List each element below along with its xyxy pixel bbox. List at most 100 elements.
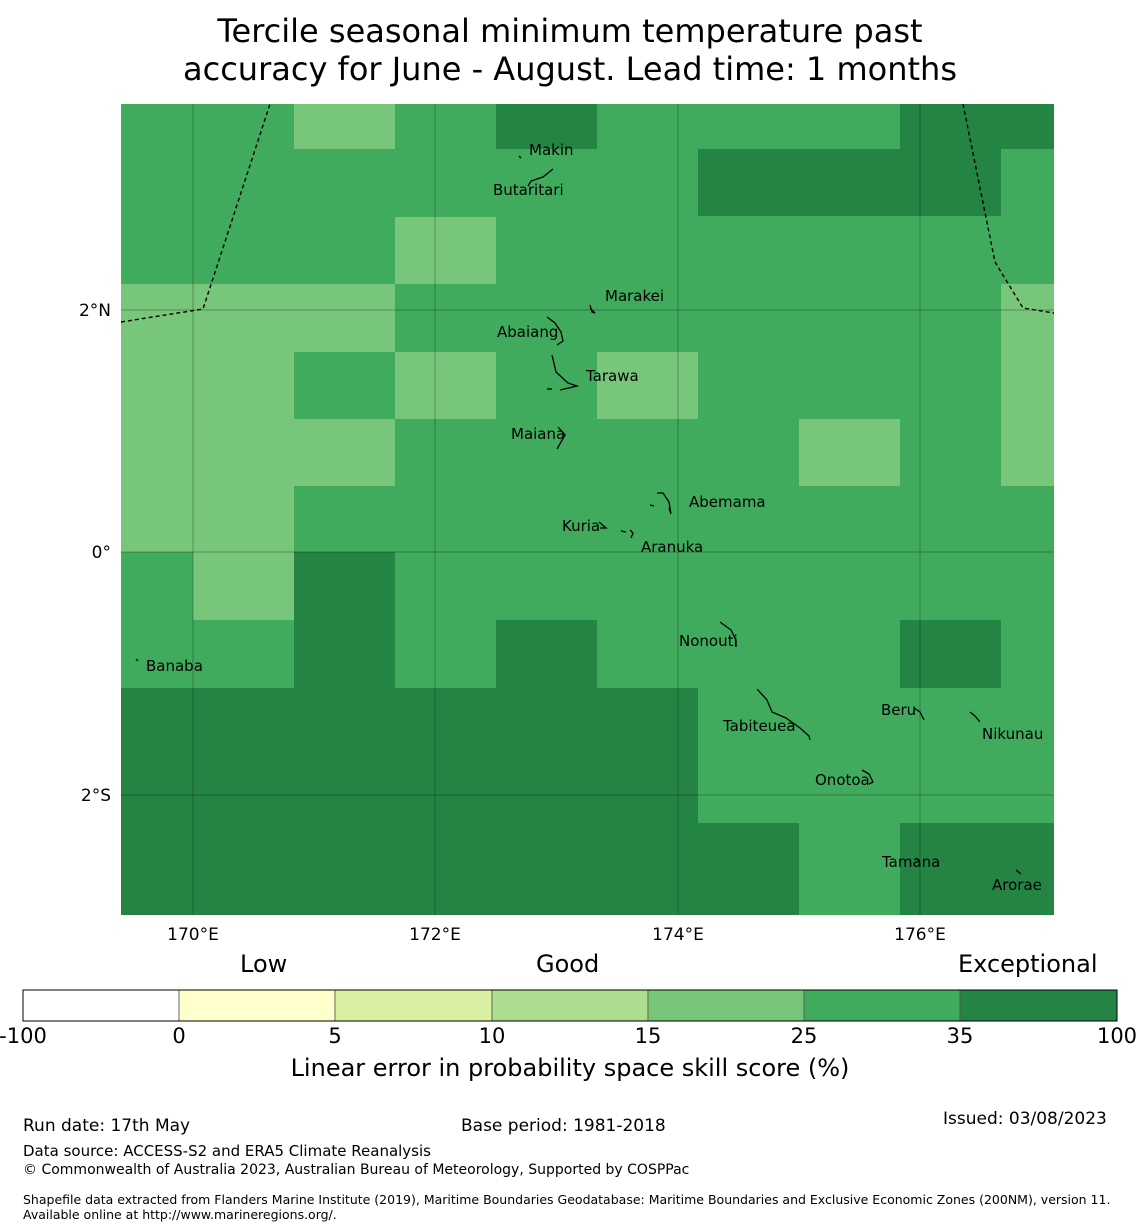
colorbar-segment bbox=[334, 989, 493, 1022]
island-label-onotoa: Onotoa bbox=[815, 771, 870, 789]
island-label-beru: Beru bbox=[881, 701, 916, 719]
island-label-maiana: Maiana bbox=[511, 425, 565, 443]
island-shape-banaba bbox=[135, 658, 139, 662]
colorbar-segment bbox=[491, 989, 649, 1022]
island-shape-abemama bbox=[657, 492, 672, 515]
colorbar-segment bbox=[647, 989, 805, 1022]
island-label-nikunau: Nikunau bbox=[982, 725, 1043, 743]
colorbar-tick: 0 bbox=[172, 1024, 186, 1048]
base-period: Base period: 1981-2018 bbox=[461, 1116, 666, 1136]
skill-grid-cell bbox=[799, 419, 900, 486]
skill-grid-cell bbox=[121, 486, 294, 552]
colorbar-segment bbox=[178, 989, 336, 1022]
skill-grid-cell bbox=[900, 620, 1001, 688]
island-shape-nikunau bbox=[969, 711, 981, 723]
island-shape-kuria bbox=[598, 521, 608, 529]
skill-grid-cell bbox=[395, 217, 496, 284]
island-outlines bbox=[135, 155, 1022, 875]
skill-grid-cell bbox=[1001, 284, 1054, 486]
skill-grid-cells bbox=[121, 104, 1054, 915]
island-label-kuria: Kuria bbox=[562, 517, 600, 535]
colorbar-segments bbox=[22, 989, 1118, 1022]
lon-label-172e: 172°E bbox=[409, 925, 461, 945]
skill-grid-cell bbox=[395, 352, 496, 419]
chart-title-line-1: Tercile seasonal minimum temperature pas… bbox=[217, 12, 923, 50]
lat-label-equator: 0° bbox=[92, 543, 111, 563]
island-label-marakei: Marakei bbox=[605, 287, 664, 305]
skill-grid-cell bbox=[294, 104, 395, 149]
skill-grid-cell bbox=[294, 552, 395, 688]
island-shape-tarawa bbox=[551, 354, 580, 391]
island-label-nonouti: Nonouti bbox=[679, 632, 738, 650]
island-labels: Makin Butaritari Marakei Abaiang Tarawa … bbox=[146, 141, 1043, 894]
axis-labels: 170°E 172°E 174°E 176°E 2°N 0° 2°S bbox=[79, 301, 946, 945]
lon-label-170e: 170°E bbox=[167, 925, 219, 945]
skill-grid-cell bbox=[294, 419, 395, 486]
colorbar-tick: 5 bbox=[328, 1024, 342, 1048]
skill-grid-cell bbox=[121, 284, 395, 352]
lat-label-2s: 2°S bbox=[81, 786, 111, 806]
graticule bbox=[121, 104, 1054, 915]
colorbar-frame bbox=[22, 989, 1118, 1022]
colorbar-category-exceptional: Exceptional bbox=[958, 950, 1098, 978]
island-shape-tabiteuea bbox=[756, 688, 811, 741]
island-shape-tamana bbox=[915, 857, 920, 862]
island-shape-abaiang bbox=[546, 316, 564, 346]
colorbar-tick: 35 bbox=[946, 1024, 974, 1048]
island-label-tabiteuea: Tabiteuea bbox=[722, 717, 796, 735]
shapefile-credit: Shapefile data extracted from Flanders M… bbox=[23, 1192, 1111, 1222]
island-shape-butaritari bbox=[527, 168, 554, 187]
eez-boundaries bbox=[120, 103, 1055, 323]
eez-boundary-east bbox=[962, 103, 1055, 314]
colorbar-label: Linear error in probability space skill … bbox=[290, 1054, 850, 1082]
island-label-makin: Makin bbox=[529, 141, 574, 159]
skill-grid-cell bbox=[900, 823, 1054, 915]
lat-label-2n: 2°N bbox=[79, 301, 111, 321]
island-shape-aranuka bbox=[620, 529, 634, 539]
colorbar-tick: 100 bbox=[1096, 1024, 1138, 1048]
colorbar-category-good: Good bbox=[536, 950, 600, 978]
colorbar-segment bbox=[959, 989, 1118, 1022]
skill-grid-cell bbox=[900, 104, 1054, 149]
skill-grid-cell bbox=[698, 149, 1001, 216]
colorbar-tick: 25 bbox=[790, 1024, 818, 1048]
island-label-tamana: Tamana bbox=[881, 853, 940, 871]
island-label-aranuka: Aranuka bbox=[641, 538, 703, 556]
issued-date: Issued: 03/08/2023 bbox=[943, 1109, 1107, 1129]
skill-grid-cell bbox=[121, 688, 698, 915]
skill-grid-cell bbox=[597, 352, 698, 419]
data-source: Data source: ACCESS-S2 and ERA5 Climate … bbox=[23, 1142, 431, 1160]
colorbar-segment bbox=[22, 989, 180, 1022]
colorbar-segment bbox=[803, 989, 961, 1022]
island-label-tarawa: Tarawa bbox=[585, 367, 639, 385]
copyright: © Commonwealth of Australia 2023, Austra… bbox=[23, 1162, 690, 1178]
map-panel: Makin Butaritari Marakei Abaiang Tarawa … bbox=[120, 103, 1055, 915]
island-shape-arorae bbox=[1015, 869, 1022, 875]
run-date: Run date: 17th May bbox=[23, 1116, 191, 1136]
skill-grid-cell bbox=[698, 823, 799, 915]
eez-boundary-west bbox=[120, 103, 271, 323]
lon-label-176e: 176°E bbox=[894, 925, 946, 945]
island-shape-makin bbox=[518, 155, 522, 159]
island-shape-beru bbox=[913, 707, 925, 721]
chart-title-line-2: accuracy for June - August. Lead time: 1… bbox=[183, 50, 957, 88]
skill-grid-cell bbox=[121, 352, 294, 486]
colorbar-tick: -100 bbox=[0, 1024, 47, 1048]
island-shape-abemama-west bbox=[649, 504, 655, 507]
skill-grid-cell bbox=[193, 552, 294, 620]
island-label-arorae: Arorae bbox=[992, 876, 1042, 894]
colorbar-tick: 10 bbox=[478, 1024, 506, 1048]
island-shape-maiana bbox=[556, 426, 566, 450]
colorbar-tick: 15 bbox=[634, 1024, 662, 1048]
island-shape-marakei bbox=[589, 304, 596, 314]
lon-label-174e: 174°E bbox=[652, 925, 704, 945]
island-shape-onotoa bbox=[861, 769, 874, 785]
island-label-abemama: Abemama bbox=[689, 493, 766, 511]
island-label-abaiang: Abaiang bbox=[497, 323, 558, 341]
colorbar-category-low: Low bbox=[240, 950, 288, 978]
skill-grid-cell bbox=[496, 104, 597, 149]
island-label-butaritari: Butaritari bbox=[493, 181, 564, 199]
island-shape-nonouti bbox=[719, 621, 737, 647]
island-label-banaba: Banaba bbox=[146, 657, 203, 675]
